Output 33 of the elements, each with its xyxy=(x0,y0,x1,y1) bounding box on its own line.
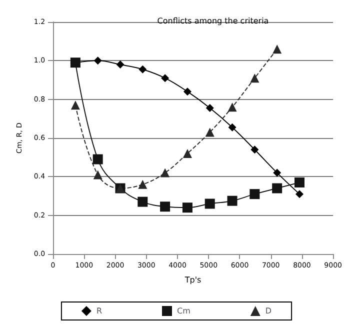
point xyxy=(94,56,102,65)
point xyxy=(250,146,259,154)
point xyxy=(160,202,170,212)
legend-label: D xyxy=(265,306,272,316)
point xyxy=(228,102,237,112)
point xyxy=(250,189,260,200)
legend-label: Cm xyxy=(177,306,191,316)
x-axis-title: Tp's xyxy=(184,276,202,284)
point xyxy=(161,74,170,82)
point xyxy=(250,74,260,83)
point xyxy=(204,198,215,209)
point xyxy=(183,88,192,96)
point xyxy=(182,202,192,213)
point xyxy=(70,100,80,110)
point xyxy=(228,123,236,132)
chart-title: Conflicts among the criteria xyxy=(157,16,269,26)
point xyxy=(294,177,304,188)
point xyxy=(92,154,103,164)
point xyxy=(138,196,148,207)
point xyxy=(272,44,282,54)
point xyxy=(272,183,282,194)
point xyxy=(138,180,148,189)
point xyxy=(273,168,282,177)
point xyxy=(93,170,102,180)
point xyxy=(206,104,214,112)
legend-label: R xyxy=(96,306,102,316)
point xyxy=(205,128,214,137)
point xyxy=(138,65,147,74)
point xyxy=(116,60,124,69)
point xyxy=(182,148,192,158)
point xyxy=(295,190,304,198)
point xyxy=(227,196,238,206)
point xyxy=(160,168,170,178)
